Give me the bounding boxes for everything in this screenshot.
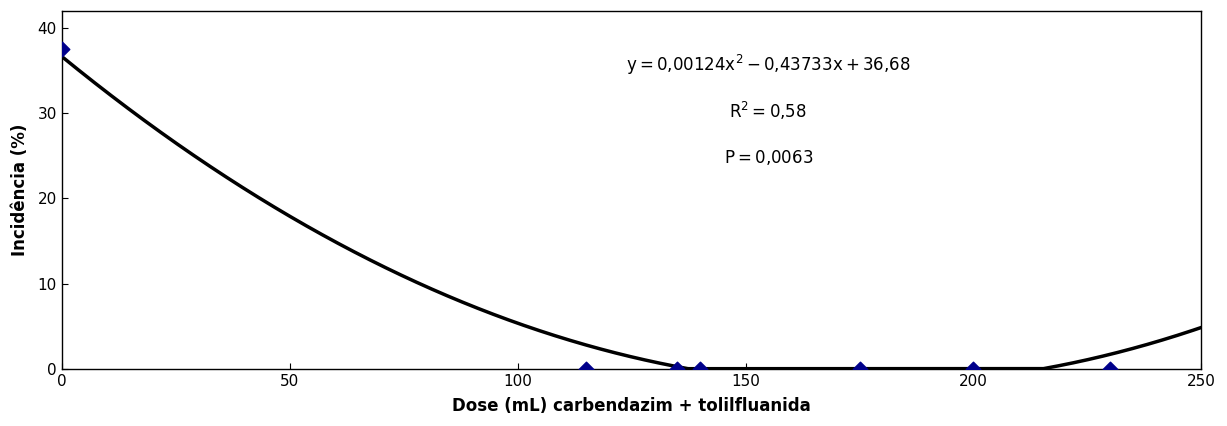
Point — [850, 365, 870, 372]
Point — [963, 365, 983, 372]
Text: $\mathrm{P = 0{,}0063}$: $\mathrm{P = 0{,}0063}$ — [724, 148, 814, 167]
Point — [667, 365, 687, 372]
Point — [52, 46, 71, 53]
Y-axis label: Incidência (%): Incidência (%) — [11, 124, 29, 256]
Text: $\mathrm{y = 0{,}00124x^{2} - 0{,}43733x + 36{,}68}$: $\mathrm{y = 0{,}00124x^{2} - 0{,}43733x… — [626, 53, 910, 77]
Point — [1101, 365, 1120, 372]
X-axis label: Dose (mL) carbendazim + tolilfluanida: Dose (mL) carbendazim + tolilfluanida — [453, 397, 811, 415]
Text: $\mathrm{R^{2} = 0{,}58}$: $\mathrm{R^{2} = 0{,}58}$ — [729, 100, 807, 122]
Point — [690, 365, 709, 372]
Point — [577, 365, 596, 372]
